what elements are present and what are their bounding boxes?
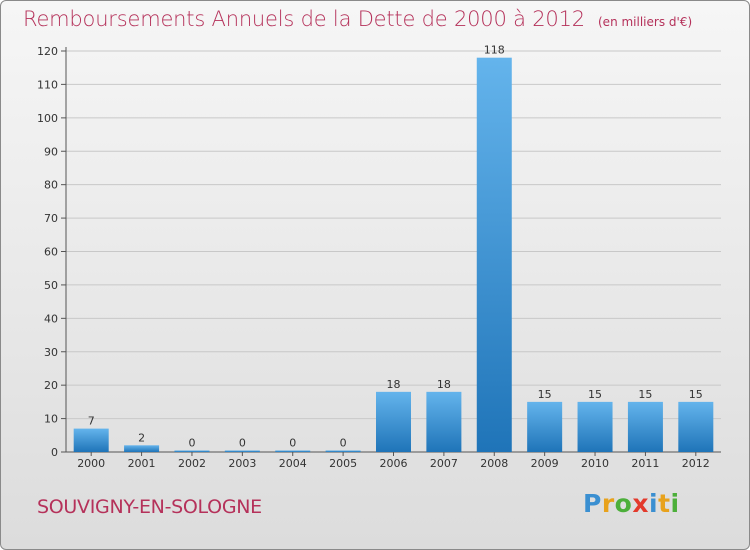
bar [376,391,411,452]
y-tick-label: 30 [44,346,58,359]
bar [73,428,109,452]
y-tick-label: 110 [37,78,58,91]
data-label: 15 [538,388,552,401]
x-tick-label: 2008 [480,457,508,470]
bar [426,391,462,452]
x-tick-label: 2011 [631,457,659,470]
bar [174,450,210,452]
data-label: 18 [437,378,451,391]
commune-name: SOUVIGNY-EN-SOLOGNE [37,496,262,518]
y-tick-label: 50 [44,279,58,292]
bar [325,450,361,452]
chart-title: Remboursements Annuels de la Dette de 20… [23,7,585,31]
data-label: 0 [340,437,347,450]
bar [627,401,663,452]
logo-letter: i [670,489,680,518]
logo-letter: x [632,489,649,518]
x-tick-label: 2010 [581,457,609,470]
proxiti-logo: Proxiti [583,489,680,518]
chart-unit: (en milliers d'€) [598,15,693,29]
y-tick-label: 20 [44,379,58,392]
data-label: 15 [638,388,652,401]
chart-title-row: Remboursements Annuels de la Dette de 20… [23,7,692,31]
logo-letter: i [649,489,659,518]
data-label: 18 [387,378,401,391]
data-label: 0 [239,437,246,450]
y-tick-label: 100 [37,112,58,125]
y-tick-label: 60 [44,246,58,259]
y-tick-label: 10 [44,413,58,426]
bar [124,445,160,452]
data-label: 118 [484,44,505,57]
data-label: 15 [588,388,602,401]
x-tick-label: 2007 [430,457,458,470]
x-tick-label: 2006 [380,457,408,470]
x-tick-label: 2005 [329,457,357,470]
x-tick-label: 2012 [682,457,710,470]
y-tick-label: 120 [37,45,58,58]
logo-letter: t [658,489,671,518]
y-tick-label: 40 [44,312,58,325]
data-label: 0 [188,437,195,450]
data-label: 2 [138,431,145,444]
logo-letter: P [583,489,602,518]
bar [527,401,563,452]
bar [577,401,613,452]
x-tick-label: 2002 [178,457,206,470]
data-label: 15 [689,388,703,401]
y-tick-label: 80 [44,179,58,192]
data-label: 0 [289,437,296,450]
x-tick-label: 2004 [279,457,307,470]
data-label: 7 [88,415,95,428]
bar [678,401,714,452]
y-tick-label: 70 [44,212,58,225]
bar [275,450,311,452]
x-tick-label: 2000 [77,457,105,470]
y-tick-label: 0 [51,446,58,459]
x-tick-label: 2003 [228,457,256,470]
y-tick-label: 90 [44,145,58,158]
bar [476,57,512,452]
logo-letter: o [614,489,633,518]
x-tick-label: 2009 [531,457,559,470]
bar [224,450,260,452]
x-tick-label: 2001 [128,457,156,470]
logo-letter: r [601,489,615,518]
